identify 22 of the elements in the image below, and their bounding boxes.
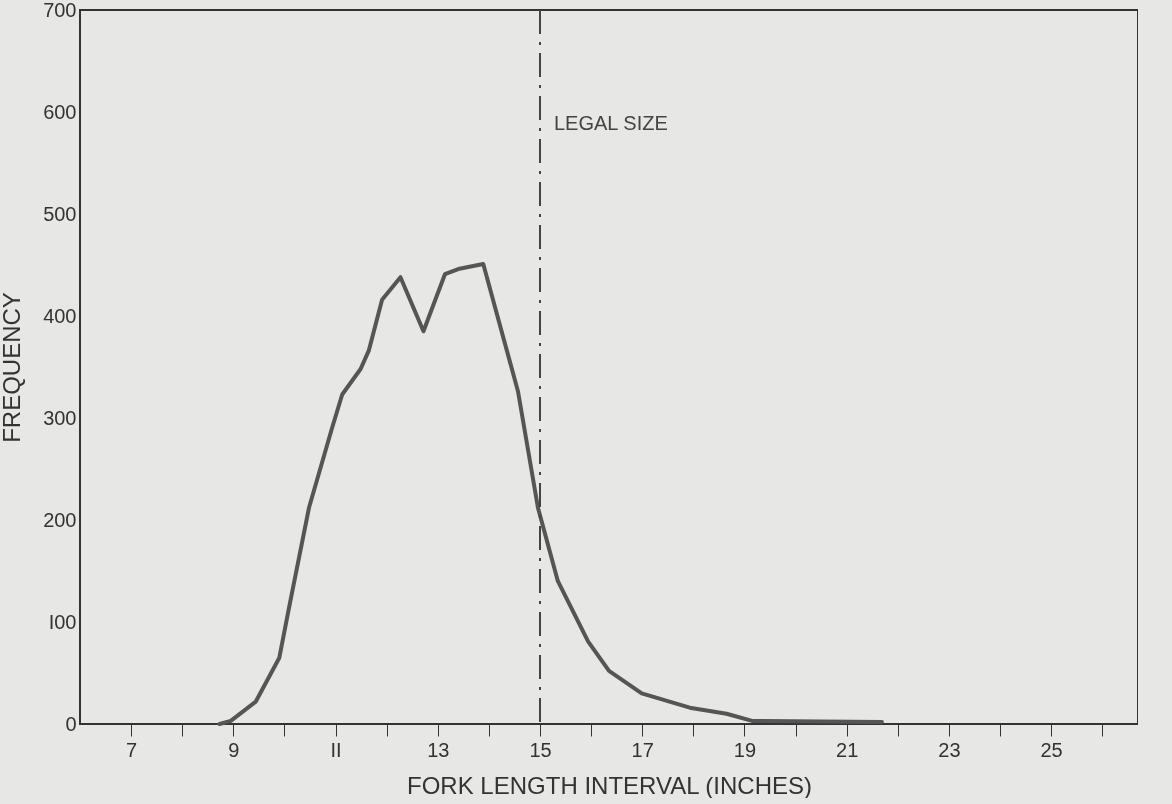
- y-tick-label: 0: [65, 712, 77, 735]
- y-axis-title: FREQUENCY: [0, 292, 26, 443]
- y-tick-label: 700: [43, 0, 77, 21]
- y-tick-label: 400: [43, 304, 77, 327]
- x-axis-title: FORK LENGTH INTERVAL (INCHES): [407, 771, 812, 799]
- line-series: [217, 261, 884, 726]
- x-tick-label: 9: [228, 738, 240, 761]
- x-tick-label: 21: [836, 738, 859, 761]
- x-tick-label: 15: [529, 738, 552, 761]
- y-tick-label: 600: [43, 100, 77, 123]
- ref-line-label: LEGAL SIZE: [554, 112, 668, 135]
- y-tick-label: 500: [43, 202, 77, 225]
- y-tick-label: I00: [48, 610, 77, 633]
- x-tick-label: II: [330, 738, 342, 761]
- x-tick-label: 19: [733, 738, 757, 761]
- x-tick-label: 7: [126, 738, 138, 761]
- x-tick-label: 13: [427, 738, 450, 761]
- x-tick-label: 17: [631, 738, 654, 761]
- x-tick-label: 23: [938, 738, 961, 761]
- y-tick-label: 300: [43, 406, 77, 429]
- x-tick-label: 25: [1040, 738, 1063, 761]
- y-tick-label: 200: [43, 508, 77, 531]
